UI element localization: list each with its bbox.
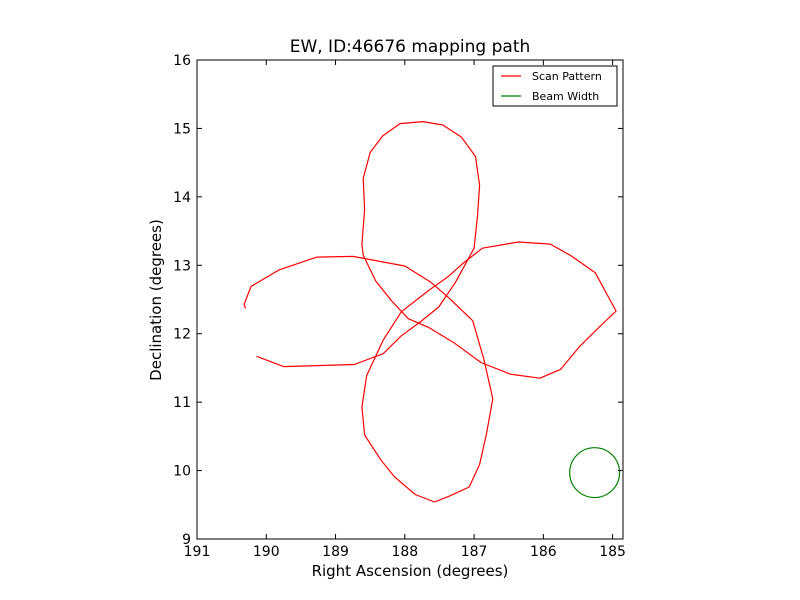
y-tick-label: 16 [173,53,191,69]
y-axis-label: Declination (degrees) [147,219,165,381]
y-tick-label: 9 [182,532,191,548]
plot-content [243,120,621,503]
beam-width-circle [569,447,621,499]
x-tick-label: 191 [184,544,211,560]
x-tick-label: 185 [599,544,626,560]
ticks: 191 190 189 188 187 186 185 9 10 11 12 13 14 15 16 [173,53,626,560]
x-tick-label: 187 [461,544,488,560]
y-tick-label: 14 [173,190,191,206]
x-tick-label: 190 [253,544,280,560]
y-tick-label: 11 [173,395,191,411]
y-tick-label: 12 [173,327,191,343]
x-tick-label: 186 [530,544,557,560]
plot-frame [196,59,624,540]
x-tick-label: 188 [391,544,418,560]
y-tick-label: 15 [173,121,191,137]
chart-title: EW, ID:46676 mapping path [290,37,531,57]
legend-label-beam-width: Beam Width [532,90,599,103]
legend-label-scan-pattern: Scan Pattern [532,70,602,83]
y-tick-label: 13 [173,258,191,274]
x-axis-label: Right Ascension (degrees) [312,562,509,580]
scan-pattern-line [243,120,617,503]
x-tick-label: 189 [322,544,349,560]
legend-box [492,65,618,107]
legend: Scan Pattern Beam Width [492,65,618,107]
y-tick-label: 10 [173,464,191,480]
